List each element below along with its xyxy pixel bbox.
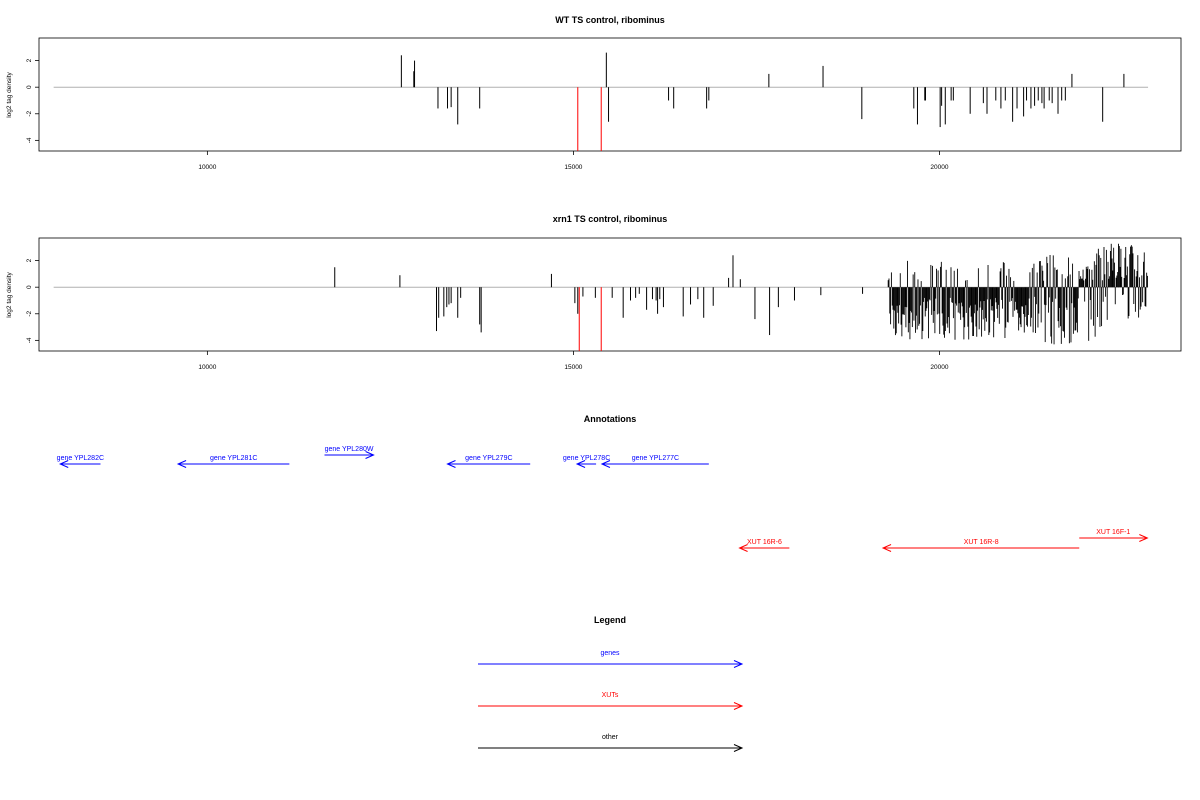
legend-arrow-other <box>478 744 744 752</box>
legend-arrow-xut <box>478 702 744 710</box>
annotation-label: gene YPL277C <box>632 455 679 462</box>
y-tick-label: 0 <box>26 285 33 289</box>
y-tick-label: -2 <box>26 311 33 317</box>
annotations-panel: Annotations gene YPL282C gene YPL281Cgene… <box>57 414 1149 552</box>
legend-title: Legend <box>594 615 626 625</box>
legend-label: XUTs <box>602 692 619 699</box>
legend-arrow-gene <box>478 660 744 668</box>
panel-wt-bars <box>53 52 1149 151</box>
gene-arrow <box>58 460 101 468</box>
panel-xrn1: xrn1 TS control, ribominus 10000 15000 200… <box>6 214 1182 371</box>
panel-xrn1-frame <box>38 237 1182 352</box>
legend-panel: Legend genes XUTs other <box>478 615 744 752</box>
annotation-arrows: gene YPL282C gene YPL281C gene YPL280W gene… <box>57 446 1149 552</box>
panel-xrn1-axes: 10000 15000 20000 2 0 -2 -4 <box>26 258 949 371</box>
annotations-title: Annotations <box>584 414 637 424</box>
xut-arrow <box>881 544 1080 552</box>
x-tick-label: 20000 <box>930 164 948 171</box>
panel-wt-ylabel: log2 tag density <box>6 71 13 117</box>
annotation-label: gene YPL279C <box>465 455 512 462</box>
annotation-label: gene YPL280W <box>325 446 374 453</box>
annotation-label: gene YPL282C <box>57 455 104 462</box>
legend-label: other <box>602 734 619 741</box>
panel-xrn1-ylabel: log2 tag density <box>6 271 13 317</box>
y-tick-label: -4 <box>26 337 33 343</box>
y-tick-label: 0 <box>26 85 33 89</box>
y-tick-label: 2 <box>26 58 33 62</box>
xut-arrow <box>738 544 790 552</box>
panel-wt-axes: 10000 15000 20000 2 0 -2 -4 <box>26 58 949 171</box>
y-tick-label: -2 <box>26 111 33 117</box>
x-tick-label: 10000 <box>198 364 216 371</box>
x-tick-label: 20000 <box>930 364 948 371</box>
y-tick-label: -4 <box>26 137 33 143</box>
annotation-label: XUT 16F-1 <box>1096 529 1130 536</box>
panel-wt-frame <box>38 37 1182 152</box>
y-tick-label: 2 <box>26 258 33 262</box>
gene-arrow <box>176 460 290 468</box>
gene-arrow <box>575 460 597 468</box>
x-tick-label: 10000 <box>198 164 216 171</box>
panel-xrn1-title: xrn1 TS control, ribominus <box>553 214 668 224</box>
panel-wt-title: WT TS control, ribominus <box>555 15 665 25</box>
x-tick-label: 15000 <box>564 364 582 371</box>
panel-xrn1-bars <box>53 243 1149 351</box>
legend-items: genes XUTs other <box>478 650 744 752</box>
x-tick-label: 15000 <box>564 164 582 171</box>
annotation-label: gene YPL281C <box>210 455 257 462</box>
gene-arrow <box>446 460 531 468</box>
annotation-label: XUT 16R-8 <box>964 539 999 546</box>
annotation-label: XUT 16R-6 <box>747 539 782 546</box>
annotation-label: gene YPL278C <box>563 455 610 462</box>
panel-wt: WT TS control, ribominus 10000 15000 20000… <box>6 15 1182 171</box>
gene-arrow <box>600 460 709 468</box>
legend-label: genes <box>600 650 620 657</box>
xut-arrow <box>1079 534 1149 542</box>
gene-arrow <box>324 451 375 459</box>
